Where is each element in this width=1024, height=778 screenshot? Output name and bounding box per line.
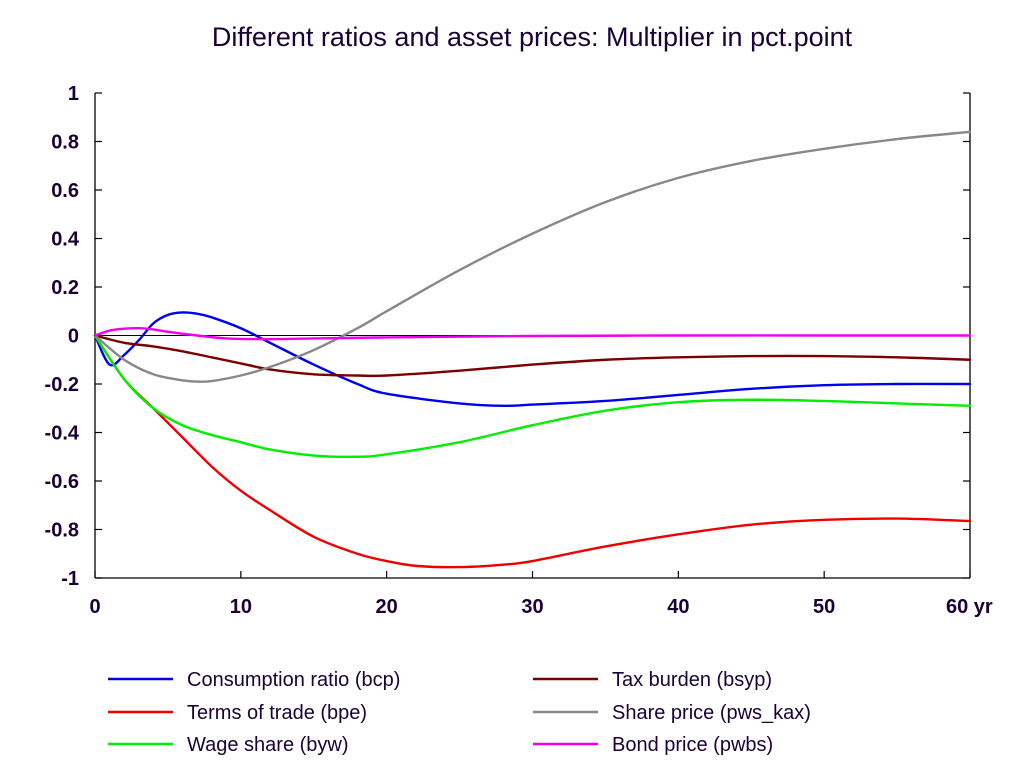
y-tick-label: -0.4 xyxy=(45,423,80,445)
x-tick-label: 50 xyxy=(813,596,835,618)
legend-label-terms-of-trade-bpe: Terms of trade (bpe) xyxy=(187,702,367,724)
legend-label-bond-price-pwbs: Bond price (pwbs) xyxy=(612,734,773,756)
x-tick-label: 30 xyxy=(521,596,543,618)
x-tick-label: 0 xyxy=(89,596,100,618)
legend: Consumption ratio (bcp) Terms of trade (b… xyxy=(108,669,811,756)
series-line-share-price-pws-kax xyxy=(93,130,972,383)
series-line-bond-price-pwbs xyxy=(93,326,972,341)
y-tick-label: 0 xyxy=(68,326,79,348)
x-tick-label: 10 xyxy=(230,596,252,618)
y-tick-label: -0.2 xyxy=(45,374,79,396)
y-tick-label: 0.8 xyxy=(51,132,79,154)
x-tick-label: 40 xyxy=(667,596,689,618)
series-line-consumption-ratio-bcp xyxy=(93,311,972,408)
legend-label-tax-burden-bsyp: Tax burden (bsyp) xyxy=(612,669,772,691)
chart-title: Different ratios and asset prices: Multi… xyxy=(211,22,853,52)
y-tick-label: -0.8 xyxy=(45,520,79,542)
series-line-tax-burden-bsyp xyxy=(93,334,972,378)
legend-label-consumption-ratio-bcp: Consumption ratio (bcp) xyxy=(187,669,400,691)
series-line-wage-share-byw xyxy=(93,334,972,459)
y-tick-label: 1 xyxy=(68,83,79,105)
y-tick-label: 0.4 xyxy=(51,229,80,251)
axes: 1 0.8 0.6 0.4 0.2 0 -0.2 -0.4 -0.6 -0.8 -1 0 10 20 30 4… xyxy=(45,83,993,618)
y-tick-label: -1 xyxy=(61,568,79,590)
legend-label-share-price-pws-kax: Share price (pws_kax) xyxy=(612,702,811,724)
y-tick-label: 0.2 xyxy=(51,277,79,299)
y-tick-label: -0.6 xyxy=(45,471,79,493)
y-tick-label: 0.6 xyxy=(51,180,79,202)
legend-label-wage-share-byw: Wage share (byw) xyxy=(187,734,349,756)
series-line-terms-of-trade-bpe xyxy=(93,334,972,569)
series-lines xyxy=(93,130,972,569)
x-tick-label: 60 yr xyxy=(946,596,993,618)
x-tick-label: 20 xyxy=(376,596,398,618)
